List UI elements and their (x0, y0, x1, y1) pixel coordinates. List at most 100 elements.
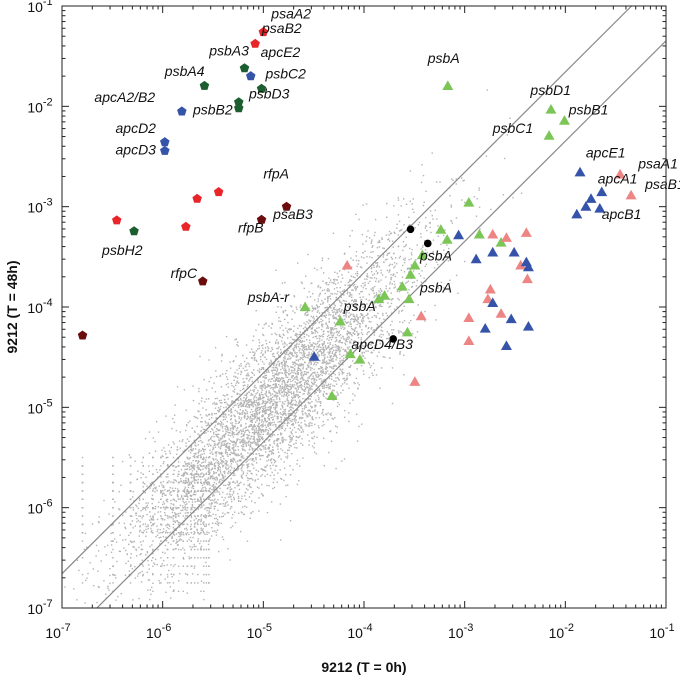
background-point (209, 419, 210, 420)
background-point (349, 246, 350, 247)
background-point (317, 310, 318, 311)
background-point (164, 451, 165, 452)
background-point (232, 422, 233, 423)
background-point (359, 293, 360, 294)
background-point (323, 355, 324, 356)
background-point (415, 259, 416, 260)
background-point (342, 291, 343, 292)
background-point (254, 430, 255, 431)
background-point (389, 240, 390, 241)
background-point (186, 494, 187, 495)
background-point (324, 354, 325, 355)
background-point (257, 409, 258, 410)
background-point (356, 314, 357, 315)
background-point (233, 429, 234, 430)
background-point (267, 409, 268, 410)
background-point (404, 271, 405, 272)
background-point (259, 423, 260, 424)
background-point (225, 373, 226, 374)
background-point (162, 456, 163, 457)
background-point (188, 539, 189, 540)
background-point (227, 443, 228, 444)
background-point (139, 498, 140, 499)
background-point (255, 457, 256, 458)
background-point (281, 426, 282, 427)
background-point (328, 347, 329, 348)
background-point (234, 468, 235, 469)
background-point (210, 453, 211, 454)
background-point (272, 354, 273, 355)
background-point (184, 389, 185, 390)
background-point (271, 417, 272, 418)
background-point (286, 398, 287, 399)
background-point (361, 321, 362, 322)
background-point (364, 282, 365, 283)
background-point (192, 428, 193, 429)
background-point (330, 355, 331, 356)
background-point (381, 291, 382, 292)
background-point (362, 243, 363, 244)
background-point (172, 512, 173, 513)
background-point (327, 296, 328, 297)
background-point (383, 256, 384, 257)
background-point (258, 471, 259, 472)
background-point (221, 461, 222, 462)
background-point (324, 384, 325, 385)
background-point (240, 398, 241, 399)
background-point (159, 469, 160, 470)
background-point (339, 360, 340, 361)
background-point (248, 463, 249, 464)
background-point (298, 397, 299, 398)
background-point (289, 343, 290, 344)
background-point (343, 378, 344, 379)
background-point (148, 465, 149, 466)
background-point (185, 464, 186, 465)
background-point (304, 391, 305, 392)
background-point (153, 437, 154, 438)
background-point (312, 351, 313, 352)
background-point (371, 268, 372, 269)
background-point (399, 321, 400, 322)
background-point (344, 321, 345, 322)
background-point (323, 386, 324, 387)
background-point (275, 405, 276, 406)
background-point (226, 384, 227, 385)
background-point (217, 470, 218, 471)
background-point (163, 493, 164, 494)
background-point (283, 390, 284, 391)
background-point (157, 511, 158, 512)
background-point (394, 266, 395, 267)
background-point (216, 413, 217, 414)
background-point (252, 405, 253, 406)
background-point (262, 390, 263, 391)
background-point (451, 178, 452, 179)
background-point (297, 460, 298, 461)
background-point (397, 291, 398, 292)
background-point (262, 334, 263, 335)
background-point (319, 322, 320, 323)
background-point (240, 482, 241, 483)
background-point (364, 278, 365, 279)
background-point (208, 462, 209, 463)
background-point (332, 337, 333, 338)
background-point (242, 355, 243, 356)
background-point (261, 392, 262, 393)
background-point (306, 424, 307, 425)
background-point (151, 531, 152, 532)
background-point (340, 362, 341, 363)
background-point (175, 467, 176, 468)
background-point (222, 475, 223, 476)
background-point (306, 383, 307, 384)
background-point (367, 314, 368, 315)
background-point (288, 354, 289, 355)
background-point (225, 414, 226, 415)
background-point (226, 425, 227, 426)
background-point (242, 457, 243, 458)
background-point (115, 599, 116, 600)
background-point (249, 485, 250, 486)
background-point (252, 390, 253, 391)
background-point (312, 308, 313, 309)
background-point (145, 477, 146, 478)
background-point (330, 388, 331, 389)
background-point (381, 327, 382, 328)
